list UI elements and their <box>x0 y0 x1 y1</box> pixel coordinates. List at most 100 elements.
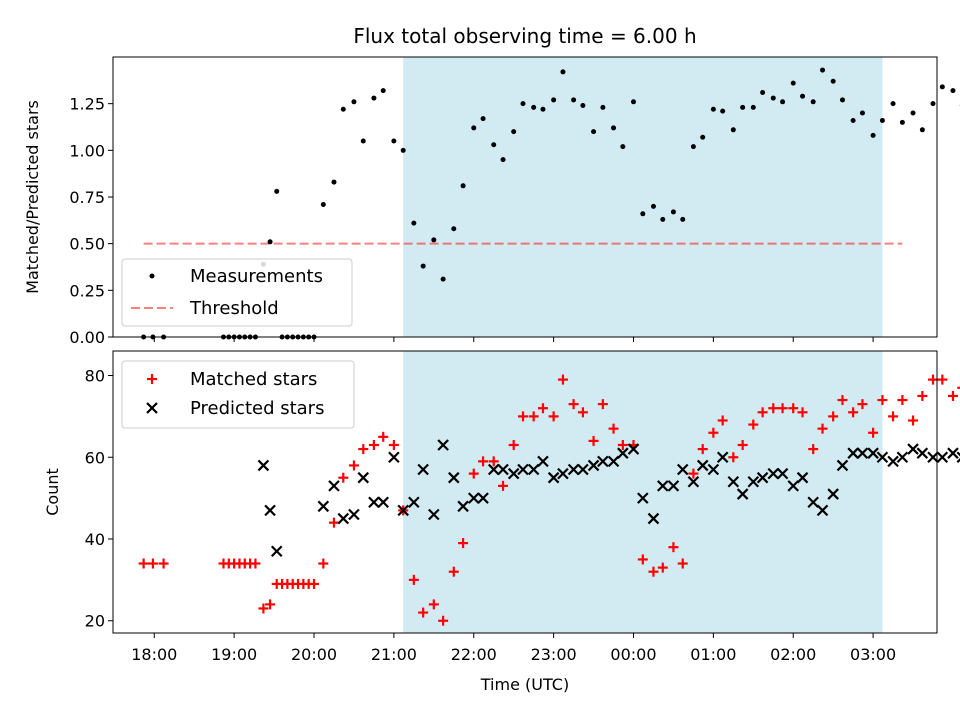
predicted-star-point <box>767 467 780 480</box>
matched-star-point <box>797 407 808 418</box>
predicted-star-point <box>577 463 589 476</box>
measurement-point <box>380 88 386 94</box>
predicted-legend-marker <box>146 402 158 414</box>
top-observing-window <box>403 57 883 337</box>
predicted-star-point <box>388 451 400 464</box>
measurement-point <box>919 127 925 133</box>
matched-star-point <box>677 558 688 569</box>
top-axes-frame <box>112 56 938 338</box>
predicted-star-point <box>637 492 649 504</box>
predicted-star-point <box>896 451 909 464</box>
matched-star-point <box>808 444 819 455</box>
measurement-point <box>710 106 716 112</box>
measurement-point <box>939 84 945 90</box>
measurement-point <box>670 209 676 215</box>
matched-star-point <box>957 386 960 389</box>
predicted-star-point <box>736 488 749 500</box>
matched-star-point <box>737 440 748 450</box>
top-legend-box <box>121 258 353 327</box>
measurement-point <box>274 188 280 194</box>
top-y-axis-label: Matched/Predicted stars <box>23 100 42 294</box>
predicted-star-point <box>457 500 469 513</box>
matched-star-point <box>857 399 868 410</box>
predicted-star-point <box>716 451 729 464</box>
measurement-point <box>870 132 876 138</box>
predicted-star-point <box>497 463 509 476</box>
predicted-star-point <box>696 459 709 472</box>
matched-star-point <box>588 435 599 446</box>
measurement-point <box>351 99 357 105</box>
predicted-star-point <box>876 451 889 464</box>
top-ytick-label: 0.25 <box>69 281 105 300</box>
predicted-star-point <box>368 496 380 508</box>
predicted-star-point <box>787 480 800 492</box>
measurement-point <box>879 117 885 123</box>
measurement-point <box>790 80 796 86</box>
matched-star-point <box>697 444 708 455</box>
predicted-star-point <box>836 459 849 472</box>
predicted-star-point <box>270 545 283 558</box>
matched-legend-marker <box>147 374 157 384</box>
measurement-point <box>511 129 517 135</box>
measurement-point <box>899 119 905 125</box>
matched-star-point <box>478 456 489 467</box>
bottom-y-axis-label: Count <box>43 468 62 516</box>
matched-star-point <box>917 390 928 401</box>
top-panel: 0.00 0.25 0.50 0.75 1.00 1.25 Matched/Predict… <box>23 56 960 347</box>
bottom-y-axis-ticks: 20 40 60 80 <box>85 367 113 631</box>
predicted-star-point <box>377 496 390 508</box>
matched-star-point <box>438 615 449 626</box>
matched-star-point <box>908 415 919 426</box>
measurement-point <box>750 104 756 110</box>
matched-star-point <box>717 415 728 426</box>
predicted-star-point <box>617 447 629 459</box>
measurement-point <box>431 237 437 243</box>
matched-star-point <box>318 558 329 569</box>
matched-star-point <box>568 399 579 410</box>
predicted-star-point <box>936 451 949 464</box>
measurement-point <box>391 138 397 144</box>
measurement-point <box>780 99 786 105</box>
predicted-star-point <box>467 492 480 504</box>
matched-star-point <box>309 578 320 589</box>
matched-star-point <box>348 460 359 471</box>
predicted-star-point <box>907 443 919 455</box>
matched-star-point <box>518 411 529 422</box>
measurement-point <box>630 99 636 105</box>
matched-star-point <box>428 599 439 610</box>
bottom-panel: 20 40 60 80 18:00 19:00 20:00 21:00 22:00 23:00 0… <box>43 350 960 694</box>
predicted-star-point <box>816 504 829 517</box>
matched-star-point <box>138 558 149 569</box>
bottom-legend: Matched stars Predicted stars <box>121 360 355 429</box>
matched-star-point <box>258 603 269 614</box>
matched-star-point <box>937 374 948 385</box>
matched-star-point <box>888 411 899 422</box>
xtick-label: 18:00 <box>131 645 177 664</box>
measurement-point <box>400 147 406 153</box>
measurement-point <box>720 108 726 114</box>
predicted-star-point <box>827 488 839 500</box>
top-ytick-label: 0.00 <box>69 328 105 347</box>
measurement-point <box>320 201 326 207</box>
xtick-label: 20:00 <box>291 645 337 664</box>
matched-star-point <box>608 423 619 434</box>
predicted-star-point <box>328 480 340 492</box>
matched-star-point <box>468 468 479 479</box>
predicted-star-point <box>807 496 819 508</box>
matched-star-point <box>488 456 499 467</box>
matched-star-point <box>848 407 859 418</box>
measurement-point <box>331 179 337 185</box>
matched-star-point <box>837 395 848 406</box>
xtick-label: 19:00 <box>211 645 257 664</box>
matched-star-point <box>648 566 659 577</box>
predicted-star-point <box>257 459 270 472</box>
matched-star-point <box>728 452 739 463</box>
matched-star-point <box>328 517 339 528</box>
top-y-axis-ticks: 0.00 0.25 0.50 0.75 1.00 1.25 <box>69 95 113 347</box>
bottom-legend-box <box>121 360 355 429</box>
predicted-legend-label: Predicted stars <box>190 398 324 419</box>
matched-star-point <box>537 403 548 414</box>
matched-legend-label: Matched stars <box>190 369 317 390</box>
matched-star-point <box>448 566 459 577</box>
predicted-star-point <box>856 447 869 459</box>
